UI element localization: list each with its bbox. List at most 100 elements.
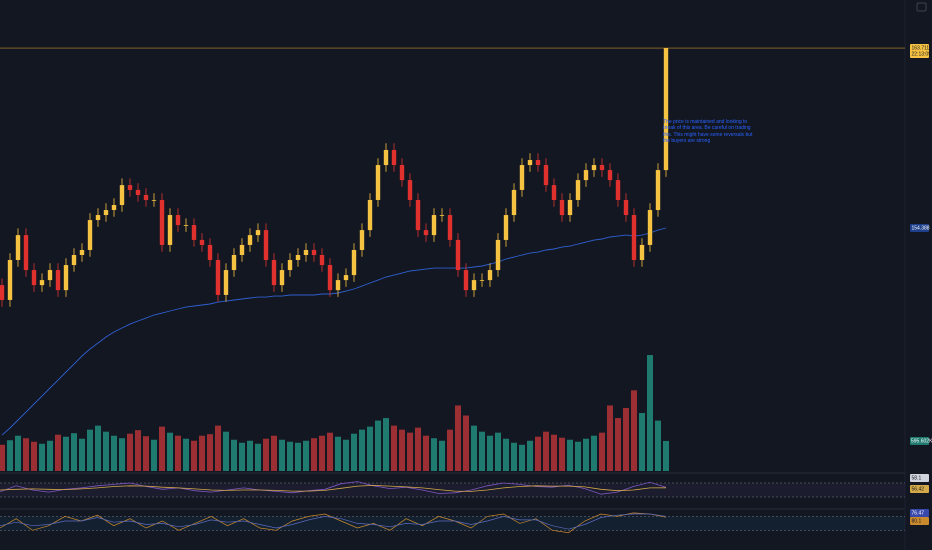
rsi-band-fill: [0, 483, 905, 497]
candle-body: [303, 249, 309, 255]
candle-body: [7, 260, 13, 300]
candle-body: [567, 199, 573, 216]
volume-bar: [239, 442, 245, 471]
candle-body: [39, 280, 45, 286]
candle-body: [247, 235, 253, 245]
volume-bar: [535, 436, 541, 471]
volume-bar: [175, 435, 181, 471]
candle-body: [439, 215, 445, 216]
volume-bar: [439, 440, 445, 471]
volume-bar: [367, 426, 373, 471]
candle-body: [575, 180, 581, 200]
candle-body: [559, 199, 565, 216]
candle-body: [223, 270, 229, 295]
volume-bar: [87, 429, 93, 471]
rsi-ma-line: [0, 484, 667, 492]
candle-body: [207, 244, 213, 261]
candle-body: [535, 160, 541, 166]
candle-body: [623, 199, 629, 216]
candle-body: [663, 48, 669, 171]
volume-bar: [471, 425, 477, 471]
volume-bar: [503, 438, 509, 471]
candle-body: [407, 180, 413, 200]
volume-bar: [423, 435, 429, 471]
volume-bar: [479, 431, 485, 471]
volume-bar: [255, 443, 261, 471]
candle-body: [655, 170, 661, 211]
rsi-value-bg: [910, 474, 929, 482]
volume-bar: [223, 431, 229, 471]
volume-bar: [591, 435, 597, 471]
volume-bar: [0, 444, 5, 471]
volume-bar: [351, 433, 357, 471]
volume-bar: [63, 436, 69, 471]
volume-bar: [447, 429, 453, 471]
volume-bar: [159, 426, 165, 471]
volume-bar: [135, 430, 141, 471]
candle-body: [599, 165, 605, 171]
candle-body: [199, 239, 205, 245]
volume-bar: [511, 442, 517, 471]
volume-bar: [455, 405, 461, 471]
candle-body: [135, 189, 141, 195]
volume-bar: [375, 420, 381, 471]
rsi-ma-value: 56.42: [912, 486, 925, 492]
candle-body: [495, 239, 501, 271]
candle-body: [359, 230, 365, 250]
candle-body: [447, 215, 453, 240]
volume-bar: [143, 436, 149, 471]
candle-body: [191, 225, 197, 240]
volume-bar: [287, 441, 293, 471]
volume-bar: [559, 437, 565, 471]
volume-bar: [399, 429, 405, 471]
volume-bar: [575, 441, 581, 471]
stoch-k-value: 76.47: [912, 510, 925, 516]
maximize-button[interactable]: [916, 2, 927, 12]
candle-body: [239, 244, 245, 255]
stoch-d-line: [0, 513, 667, 530]
candle-body: [479, 280, 485, 281]
rsi-line: [0, 481, 667, 495]
annotation: The price is maintained and looking to b…: [663, 119, 753, 144]
volume-bar: [359, 429, 365, 471]
candle-body: [215, 260, 221, 295]
volume-bar: [615, 418, 621, 471]
volume-bar: [527, 440, 533, 471]
candle-body: [423, 230, 429, 236]
volume-bar: [127, 433, 133, 471]
candle-body: [255, 230, 261, 236]
volume-bar: [47, 440, 53, 471]
volume-bar: [231, 439, 237, 471]
candle-body: [263, 230, 269, 261]
volume-bar: [599, 432, 605, 471]
candle-body: [431, 215, 437, 236]
candle-body: [271, 260, 277, 286]
volume-bar: [263, 438, 269, 471]
stoch-d-value: 80.1: [912, 518, 922, 524]
volume-bar: [519, 444, 525, 471]
candle-body: [351, 249, 357, 276]
candle-body: [399, 165, 405, 181]
volume-bar: [215, 425, 221, 471]
volume-bar: [7, 440, 13, 471]
volume-bar: [383, 418, 389, 471]
candle-body: [583, 170, 589, 181]
volume-bar: [95, 425, 101, 471]
volume-bar: [583, 438, 589, 471]
volume-bar: [543, 431, 549, 471]
ma-value: 154.388: [912, 225, 930, 231]
volume-bar: [431, 438, 437, 471]
candle-body: [375, 165, 381, 200]
candle-body: [295, 254, 301, 261]
moving-average: [1, 227, 667, 436]
volume-bar: [335, 436, 341, 471]
candle-body: [143, 194, 149, 200]
candle-body: [311, 249, 317, 255]
candle-body: [159, 199, 165, 245]
candle-body: [71, 254, 77, 266]
candle-body: [639, 244, 645, 261]
volume-bar: [295, 442, 301, 471]
volume-bar: [31, 441, 37, 471]
